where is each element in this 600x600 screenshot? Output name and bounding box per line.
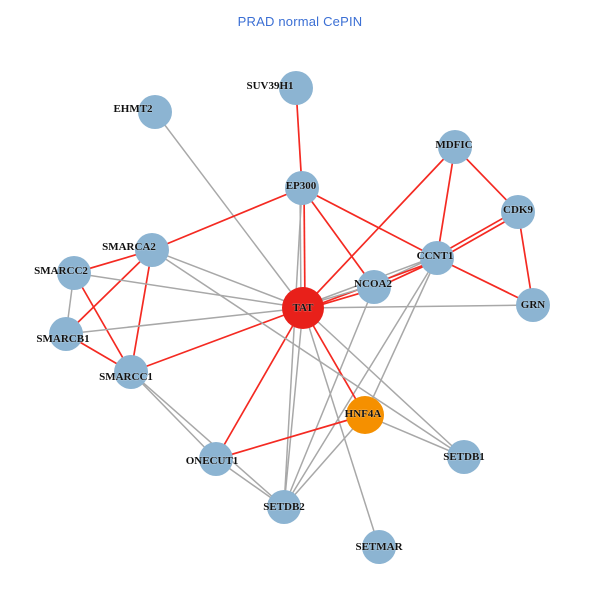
graph-edge (301, 187, 375, 288)
graph-node-smarcc1[interactable] (114, 355, 148, 389)
graph-node-cdk9[interactable] (501, 195, 535, 229)
graph-edge (283, 307, 304, 508)
node-layer (49, 71, 550, 564)
graph-node-hnf4a[interactable] (346, 396, 384, 434)
graph-node-smarca2[interactable] (135, 233, 169, 267)
graph-edge (301, 187, 438, 259)
graph-node-tat[interactable] (282, 287, 324, 329)
graph-edge (130, 249, 153, 373)
graph-edge (215, 307, 304, 460)
graph-edge (151, 249, 304, 309)
graph-node-smarcc2[interactable] (57, 256, 91, 290)
graph-edge (302, 307, 380, 548)
graph-edge (302, 304, 534, 309)
graph-edge (436, 146, 456, 259)
graph-edge (154, 111, 304, 309)
graph-edge (302, 307, 465, 458)
page-title: PRAD normal CePIN (237, 14, 363, 29)
graph-node-suv39h1[interactable] (279, 71, 313, 105)
graph-edge (130, 371, 217, 460)
graph-edge (130, 307, 304, 373)
graph-edge (73, 272, 132, 373)
graph-edge (65, 307, 304, 335)
graph-node-ehmt2[interactable] (138, 95, 172, 129)
graph-edge (151, 187, 303, 251)
graph-node-smarcb1[interactable] (49, 317, 83, 351)
graph-node-ccnt1[interactable] (420, 241, 454, 275)
graph-edge (436, 257, 534, 306)
graph-edge (151, 249, 465, 458)
graph-node-onecut1[interactable] (199, 442, 233, 476)
graph-edge (65, 249, 153, 335)
graph-node-setdb1[interactable] (447, 440, 481, 474)
graph-node-mdfic[interactable] (438, 130, 472, 164)
graph-edge (215, 414, 366, 460)
graph-edge (73, 272, 304, 309)
graph-edge (364, 257, 438, 416)
graph-edge (283, 286, 375, 508)
graph-edge (283, 187, 303, 508)
graph-node-grn[interactable] (516, 288, 550, 322)
graph-edge (283, 257, 438, 508)
graph-node-ep300[interactable] (285, 171, 319, 205)
graph-edge (130, 371, 285, 508)
graph-edge (283, 414, 366, 508)
graph-node-setmar[interactable] (362, 530, 396, 564)
graph-edge (302, 146, 456, 309)
graph-node-ncoa2[interactable] (357, 270, 391, 304)
graph-node-setdb2[interactable] (267, 490, 301, 524)
